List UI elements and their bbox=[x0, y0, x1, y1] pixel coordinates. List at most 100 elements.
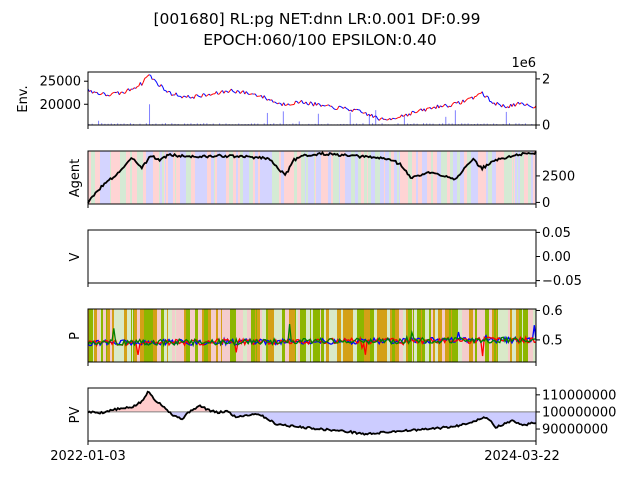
env-price-segment bbox=[135, 86, 138, 89]
p-stripe bbox=[462, 309, 465, 362]
p-stripe bbox=[152, 309, 153, 362]
env-price-segment bbox=[190, 96, 193, 99]
agent-stripe bbox=[394, 151, 397, 204]
p-stripe bbox=[318, 309, 320, 362]
p-stripe bbox=[285, 309, 289, 362]
p-stripe bbox=[325, 309, 326, 362]
env-axes-frame bbox=[87, 71, 537, 126]
agent-stripe bbox=[427, 151, 431, 204]
env-price-segment bbox=[429, 107, 432, 110]
p-stripe bbox=[270, 309, 274, 362]
p-stripe bbox=[179, 309, 183, 362]
agent-stripe bbox=[255, 151, 258, 204]
p-stripe bbox=[314, 309, 318, 362]
env-price-segment bbox=[193, 94, 196, 99]
env-price-segment bbox=[496, 102, 500, 105]
p-stripe bbox=[370, 309, 374, 362]
p-stripe bbox=[127, 309, 131, 362]
p-right-tick-label: 0.5 bbox=[542, 333, 563, 348]
p-stripe bbox=[225, 309, 226, 362]
env-price-segment bbox=[380, 117, 383, 120]
env-price-segment bbox=[286, 103, 289, 106]
env-price-segment bbox=[372, 115, 376, 119]
env-price-segment bbox=[230, 88, 234, 92]
agent-stripe bbox=[335, 151, 339, 204]
p-stripe bbox=[519, 309, 522, 362]
agent-stripe bbox=[133, 151, 137, 204]
agent-stripe bbox=[424, 151, 427, 204]
agent-stripe bbox=[239, 151, 240, 204]
agent-stripe bbox=[358, 151, 361, 204]
p-stripe bbox=[395, 309, 399, 362]
agent-stripe bbox=[258, 151, 260, 204]
env-price-segment bbox=[455, 102, 458, 104]
agent-stripe bbox=[172, 151, 173, 204]
agent-line-path bbox=[87, 151, 537, 204]
env-price-segment bbox=[460, 99, 464, 104]
p-stripe bbox=[334, 309, 337, 362]
agent-stripe bbox=[391, 151, 394, 204]
env-price-segment bbox=[162, 86, 165, 91]
p-stripe bbox=[167, 309, 168, 362]
pv-x-tick-label: 2024-03-22 bbox=[484, 449, 560, 464]
p-stripe bbox=[118, 309, 121, 362]
env-price-segment bbox=[475, 94, 479, 97]
env-price-segment bbox=[347, 108, 350, 112]
env-price-segment bbox=[472, 96, 476, 100]
env-price-segment bbox=[189, 97, 192, 99]
p-stripe bbox=[114, 309, 118, 362]
p-stripe bbox=[236, 309, 240, 362]
agent-stripe bbox=[243, 151, 245, 204]
p-stripe bbox=[289, 309, 291, 362]
p-stripe bbox=[186, 309, 190, 362]
agent-stripe bbox=[441, 151, 445, 204]
agent-stripe bbox=[524, 151, 528, 204]
agent-stripe bbox=[533, 151, 535, 204]
agent-stripe bbox=[137, 151, 139, 204]
env-price-segment bbox=[275, 102, 278, 105]
env-price-segment bbox=[270, 99, 272, 101]
env-price-segment bbox=[445, 104, 449, 108]
agent-stripe bbox=[107, 151, 110, 204]
env-price-segment bbox=[346, 107, 349, 110]
agent-stripe bbox=[310, 151, 314, 204]
env-price-segment bbox=[142, 78, 146, 83]
v-panel: 0.05 0.00 −0.05 V bbox=[68, 226, 582, 289]
p-stripe bbox=[425, 309, 428, 362]
env-price-segment bbox=[450, 104, 453, 107]
p-stripe bbox=[522, 309, 523, 362]
p-line-2 bbox=[87, 324, 537, 348]
env-price-segment bbox=[124, 90, 128, 94]
p-stripe bbox=[101, 309, 103, 362]
pv-bottom-ticks: 2022-01-03 2024-03-22 bbox=[50, 441, 560, 464]
env-price-segment bbox=[134, 87, 137, 89]
agent-stripe bbox=[284, 151, 287, 204]
p-stripe bbox=[208, 309, 211, 362]
env-offset-label: 1e6 bbox=[511, 56, 536, 71]
env-price-segment bbox=[103, 92, 107, 97]
p-stripe bbox=[321, 309, 324, 362]
agent-stripe bbox=[445, 151, 447, 204]
agent-right-tick-label: 0 bbox=[542, 196, 550, 211]
p-stripe bbox=[175, 309, 176, 362]
agent-stripe bbox=[301, 151, 305, 204]
env-price-segment bbox=[153, 78, 156, 81]
agent-stripe bbox=[326, 151, 328, 204]
env-price-segment bbox=[175, 92, 179, 97]
p-stripe bbox=[257, 309, 260, 362]
agent-stripe bbox=[95, 151, 96, 204]
agent-stripe bbox=[130, 151, 132, 204]
agent-stripe bbox=[467, 151, 471, 204]
agent-stripe bbox=[314, 151, 315, 204]
env-price-segment bbox=[223, 90, 226, 94]
p-stripe bbox=[343, 309, 344, 362]
env-price-segment bbox=[144, 77, 147, 79]
agent-stripe bbox=[531, 151, 533, 204]
env-price-segment bbox=[165, 90, 168, 93]
p-stripe bbox=[418, 309, 421, 362]
env-price-segment bbox=[504, 106, 507, 109]
p-stripe bbox=[93, 309, 94, 362]
agent-stripe bbox=[171, 151, 172, 204]
agent-stripe bbox=[162, 151, 164, 204]
p-stripe bbox=[446, 309, 449, 362]
